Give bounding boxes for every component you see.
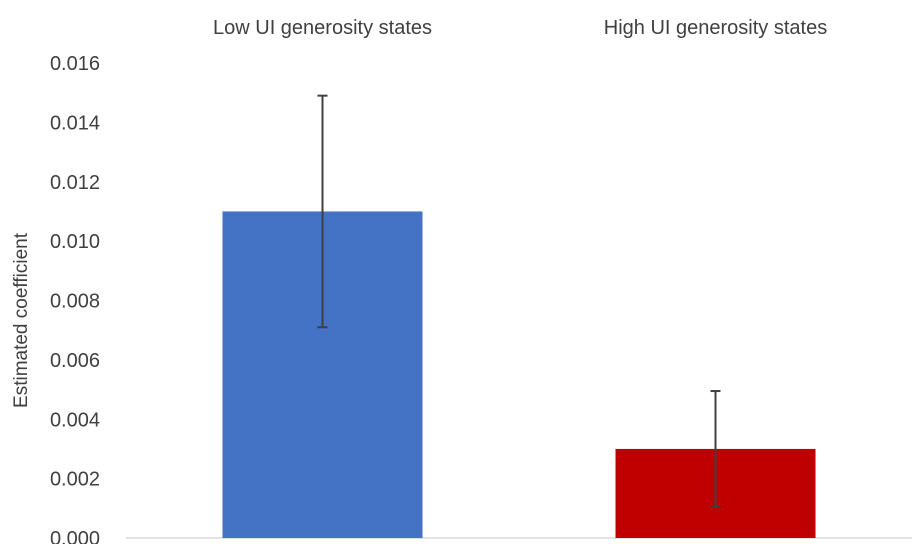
bars <box>222 211 816 538</box>
category-labels: Low UI generosity states High UI generosi… <box>213 17 827 39</box>
y-axis-title: Estimated coefficient <box>11 232 32 408</box>
category-label: High UI generosity states <box>604 17 827 39</box>
category-label: Low UI generosity states <box>213 17 432 39</box>
y-tick-label: 0.008 <box>50 291 100 313</box>
y-tick-label: 0.006 <box>50 350 100 372</box>
y-axis-tick-labels: 0.000 0.002 0.004 0.006 0.008 0.010 0.012 0.014… <box>50 53 100 544</box>
y-tick-label: 0.000 <box>50 528 100 544</box>
error-bars <box>317 94 721 508</box>
y-tick-label: 0.004 <box>50 409 100 431</box>
y-tick-label: 0.010 <box>50 231 100 253</box>
y-tick-label: 0.012 <box>50 172 100 194</box>
y-tick-label: 0.014 <box>50 112 100 134</box>
y-tick-label: 0.016 <box>50 53 100 75</box>
y-tick-label: 0.002 <box>50 469 100 491</box>
